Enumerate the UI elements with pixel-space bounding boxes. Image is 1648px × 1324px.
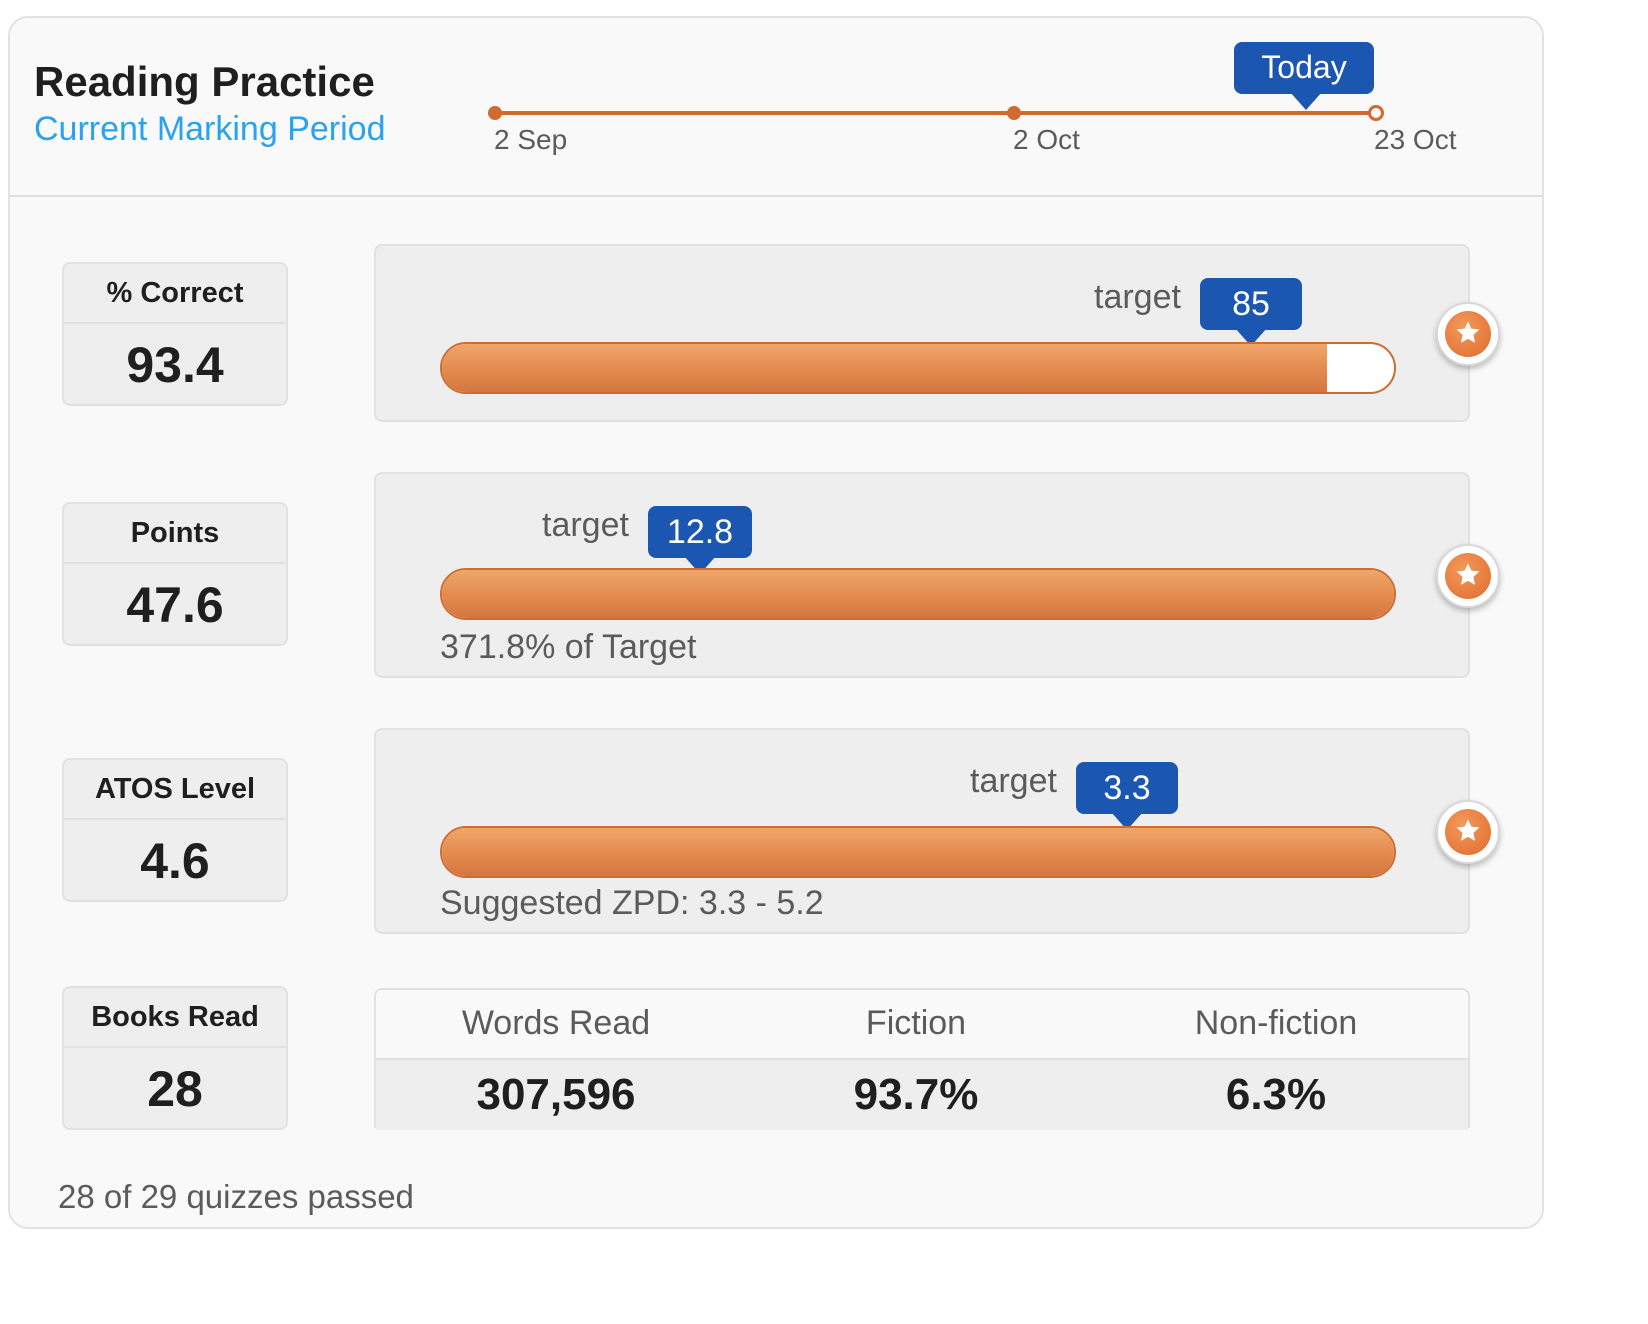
metric-value: 93.4 <box>126 337 224 393</box>
metric-label: Points <box>64 504 286 564</box>
target-badge: 85 <box>1200 278 1302 346</box>
metric-value: 4.6 <box>140 833 210 889</box>
metric-percent-correct: % Correct 93.4 <box>62 262 288 406</box>
progress-fill <box>442 570 1394 618</box>
reading-practice-card: Reading Practice Current Marking Period … <box>8 16 1544 1229</box>
words-read-value: 307,596 <box>476 1070 636 1119</box>
timeline-mid-label: 2 Oct <box>1013 124 1080 155</box>
metric-value: 47.6 <box>126 577 224 633</box>
timeline-track <box>494 111 1374 115</box>
progress-fill <box>442 828 1394 876</box>
metric-books-read: Books Read 28 <box>62 986 288 1130</box>
percent-of-target-note: 371.8% of Target <box>440 628 697 666</box>
progress-bar <box>440 826 1396 878</box>
target-word: target <box>1094 278 1181 316</box>
metric-label: ATOS Level <box>64 760 286 820</box>
stats-value-row <box>376 1060 1468 1130</box>
metric-atos-level: ATOS Level 4.6 <box>62 758 288 902</box>
star-icon[interactable] <box>1436 544 1500 608</box>
percent-correct-panel: target 85 <box>374 244 1470 422</box>
metric-value: 28 <box>147 1061 203 1117</box>
target-word: target <box>542 506 629 544</box>
metric-label: Books Read <box>64 988 286 1048</box>
today-marker: Today <box>1234 42 1374 110</box>
target-badge: 12.8 <box>648 506 752 574</box>
card-header: Reading Practice Current Marking Period … <box>10 18 1542 197</box>
timeline-start-dot <box>488 106 502 120</box>
timeline-mid-dot <box>1007 106 1021 120</box>
metric-label: % Correct <box>64 264 286 324</box>
star-icon[interactable] <box>1436 800 1500 864</box>
progress-bar <box>440 342 1396 394</box>
metric-points: Points 47.6 <box>62 502 288 646</box>
marking-period-link[interactable]: Current Marking Period <box>34 110 386 148</box>
timeline-start-label: 2 Sep <box>494 124 568 155</box>
timeline-end-dot <box>1368 105 1384 121</box>
stats-header-row <box>376 990 1468 1060</box>
fiction-value: 93.7% <box>853 1070 979 1119</box>
words-read-header: Words Read <box>461 1004 651 1042</box>
progress-fill <box>442 344 1328 392</box>
star-icon[interactable] <box>1436 302 1500 366</box>
points-panel: target 12.8 371.8% of Target <box>374 472 1470 678</box>
nonfiction-header: Non-fiction <box>1194 1004 1358 1042</box>
quizzes-passed-summary: 28 of 29 quizzes passed <box>58 1178 414 1215</box>
target-badge: 3.3 <box>1076 762 1178 830</box>
fiction-header: Fiction <box>865 1004 967 1042</box>
zpd-note: Suggested ZPD: 3.3 - 5.2 <box>440 884 824 922</box>
reading-stats-table: Words Read Fiction Non-fiction 307,596 9… <box>374 988 1470 1130</box>
target-word: target <box>970 762 1057 800</box>
progress-bar <box>440 568 1396 620</box>
atos-panel: target 3.3 Suggested ZPD: 3.3 - 5.2 <box>374 728 1470 934</box>
card-title: Reading Practice <box>34 58 375 105</box>
nonfiction-value: 6.3% <box>1225 1070 1327 1119</box>
timeline-end-label: 23 Oct <box>1374 124 1457 155</box>
